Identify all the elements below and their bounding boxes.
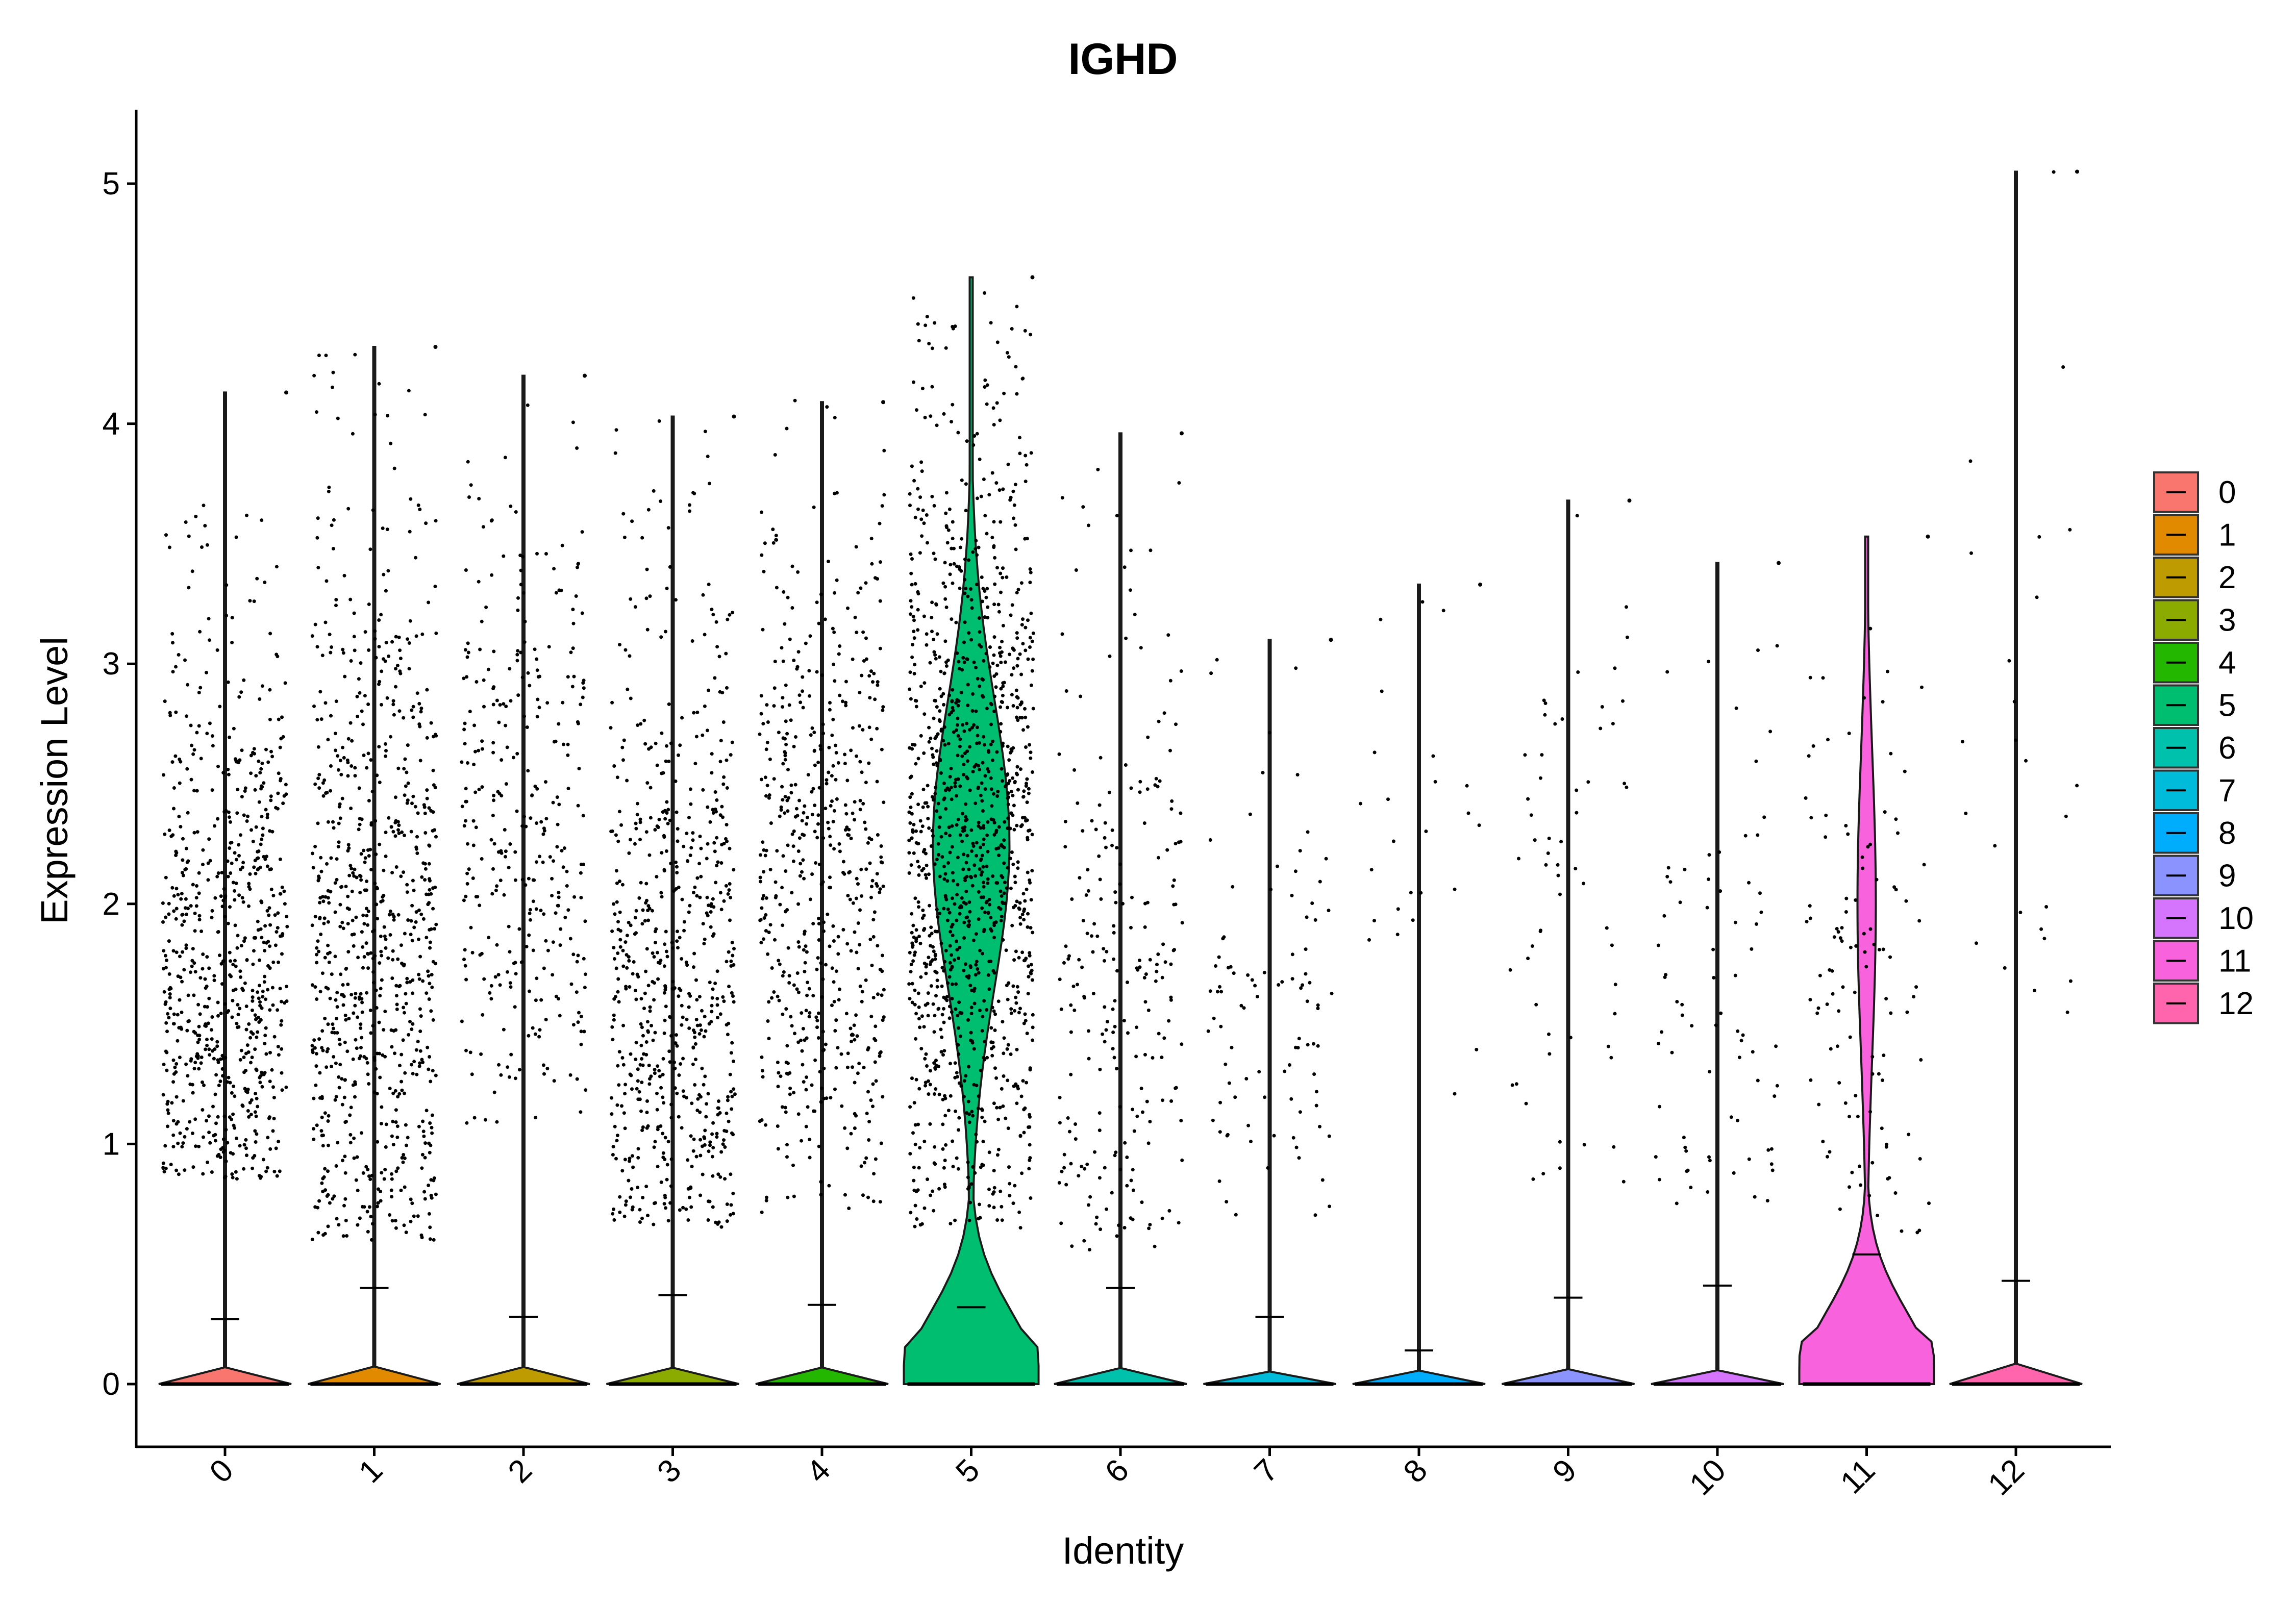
violin-1 [307,346,441,1385]
legend-label-1: 1 [2218,517,2236,553]
y-tick-label-1: 1 [103,1126,120,1162]
x-tick-label-11: 11 [1834,1452,1882,1500]
y-axis-title: Expression Level [33,637,76,924]
y-tick-label-2: 2 [103,887,120,922]
x-tick-label-8: 8 [1397,1452,1434,1490]
y-tick-label-4: 4 [103,407,120,442]
legend-label-11: 11 [2218,943,2251,978]
violin-8 [1352,583,1486,1385]
mean-markers-layer [211,1253,2030,1352]
jitter-points-layer [161,169,2080,1386]
violin-7 [1203,639,1336,1385]
legend-label-9: 9 [2218,858,2236,893]
violin-9 [1502,499,1635,1385]
legend-label-6: 6 [2218,731,2236,766]
max-point-2 [583,373,587,378]
legend-label-7: 7 [2218,773,2236,808]
legend-key-12 [2153,983,2199,1024]
x-tick-label-0: 0 [203,1452,240,1490]
violin-11 [1798,535,1935,1385]
x-tick-label-7: 7 [1247,1452,1285,1490]
x-tick-label-6: 6 [1099,1452,1136,1490]
legend-key-4 [2153,642,2199,684]
legend-label-4: 4 [2218,645,2236,681]
x-tick-label-5: 5 [949,1452,986,1490]
violin-3 [606,415,739,1385]
violin-12 [1949,170,2083,1385]
x-tick-label-2: 2 [502,1452,539,1490]
max-point-6 [1180,431,1184,436]
max-point-0 [284,390,288,395]
legend-key-0 [2153,471,2199,513]
max-point-8 [1478,582,1482,587]
max-point-7 [1329,638,1333,642]
points-4 [758,398,886,1214]
x-axis-title: Identity [1062,1529,1184,1572]
points-5 [907,291,1035,1230]
legend-label-8: 8 [2218,816,2236,851]
violin-6 [1054,432,1187,1385]
x-axis-ticks: 0 1 2 3 4 5 6 7 8 9 10 11 12 [203,1447,2031,1502]
max-point-1 [433,345,438,349]
x-tick-label-3: 3 [651,1452,688,1490]
max-point-9 [1627,498,1632,503]
max-point-5 [1030,275,1035,280]
violin-4 [755,401,889,1385]
max-point-11 [1926,534,1930,539]
x-tick-label-10: 10 [1683,1452,1733,1502]
y-axis-ticks: 0 1 2 3 4 5 [103,166,136,1402]
y-tick-label-0: 0 [103,1367,120,1402]
legend-label-10: 10 [2218,901,2254,936]
legend-key-6 [2153,727,2199,769]
max-point-4 [881,400,885,405]
y-tick-label-3: 3 [103,646,120,682]
chart-title: IGHD [1068,35,1178,84]
plot-area [158,169,2083,1386]
violin-10 [1651,562,1784,1385]
violin-layer [158,170,2083,1385]
legend-label-5: 5 [2218,688,2236,723]
legend-label-0: 0 [2218,475,2236,510]
legend-label-12: 12 [2218,986,2254,1021]
legend-label-3: 3 [2218,602,2236,638]
x-tick-label-4: 4 [800,1452,837,1490]
legend-key-5 [2153,684,2199,726]
points-12 [1961,170,2079,1014]
y-tick-label-5: 5 [103,166,120,202]
points-3 [609,419,737,1229]
max-point-10 [1777,561,1781,565]
max-point-3 [732,414,736,419]
x-tick-label-12: 12 [1981,1452,2031,1502]
x-tick-label-9: 9 [1546,1452,1583,1490]
legend-label-2: 2 [2218,560,2236,595]
points-1 [310,353,438,1242]
x-tick-label-1: 1 [352,1452,389,1490]
max-point-12 [2075,169,2079,174]
